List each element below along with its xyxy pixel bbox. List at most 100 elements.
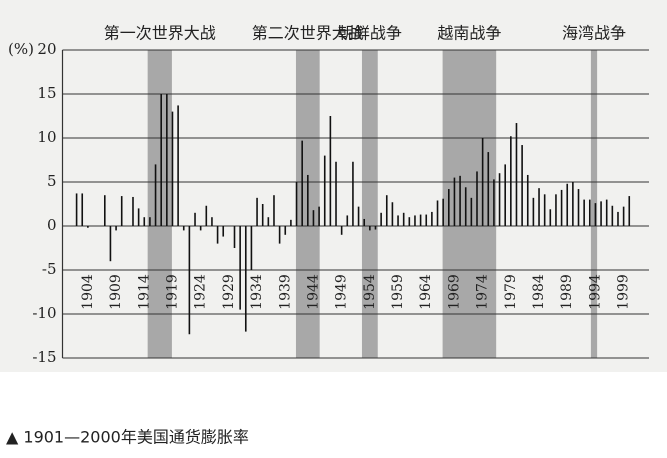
period-shade xyxy=(590,50,598,358)
bar xyxy=(600,201,602,226)
bar xyxy=(498,173,501,226)
bar xyxy=(261,204,264,226)
period-label: 第二次世界大战 xyxy=(252,24,364,43)
bar xyxy=(526,174,529,226)
x-tick-label: 1949 xyxy=(334,274,350,310)
x-tick-label: 1964 xyxy=(418,274,434,310)
bar xyxy=(628,196,631,226)
bar xyxy=(391,202,394,226)
bar xyxy=(402,212,405,226)
bar xyxy=(425,214,428,226)
bar xyxy=(75,193,78,226)
bar xyxy=(222,226,225,237)
x-tick-label: 1944 xyxy=(305,274,321,310)
y-tick-label: 20 xyxy=(37,40,56,58)
bar xyxy=(267,217,270,226)
bar xyxy=(408,217,411,226)
x-tick-label: 1989 xyxy=(559,274,575,310)
y-tick-label: 15 xyxy=(37,84,56,102)
bar xyxy=(622,206,625,226)
caption: ▲ 1901—2000年美国通货膨胀率 xyxy=(6,428,249,447)
bar xyxy=(284,226,287,235)
bar xyxy=(617,211,619,226)
bar xyxy=(295,182,298,226)
bar xyxy=(414,215,416,226)
bar xyxy=(487,152,490,226)
bar xyxy=(307,174,309,226)
bar xyxy=(256,197,258,226)
period-shade xyxy=(361,50,378,358)
x-tick-label: 1924 xyxy=(193,274,209,310)
bar xyxy=(521,145,523,226)
bar xyxy=(363,218,366,226)
x-tick-label: 1914 xyxy=(136,274,152,310)
bar xyxy=(211,217,213,226)
bar xyxy=(385,195,388,226)
bar xyxy=(532,197,535,226)
bar xyxy=(318,206,320,226)
bar xyxy=(357,206,360,226)
bar xyxy=(250,226,253,270)
period-label: 越南战争 xyxy=(437,24,501,43)
bar xyxy=(81,193,84,226)
y-tick-label: 0 xyxy=(47,216,57,234)
bar xyxy=(448,189,450,226)
bar xyxy=(166,94,168,226)
bar xyxy=(481,138,484,226)
bar xyxy=(177,105,179,226)
period-label: 第一次世界大战 xyxy=(104,24,216,43)
bar xyxy=(476,171,478,226)
bar xyxy=(239,226,241,310)
bar xyxy=(120,196,123,226)
bar xyxy=(453,177,456,226)
x-tick-label: 1974 xyxy=(475,274,491,310)
bar xyxy=(194,212,196,226)
bar xyxy=(538,188,540,226)
bar xyxy=(109,226,112,262)
x-tick-label: 1994 xyxy=(587,274,603,310)
x-tick-label: 1954 xyxy=(362,274,378,310)
bar xyxy=(510,136,512,226)
x-tick-label: 1934 xyxy=(249,274,265,310)
bar xyxy=(160,94,162,226)
unit-label: (%) xyxy=(8,40,34,58)
x-tick-label: 1959 xyxy=(390,274,406,310)
x-tick-label: 1939 xyxy=(277,274,293,310)
bar xyxy=(543,194,546,226)
bar xyxy=(273,195,275,226)
bar xyxy=(594,203,597,226)
bar xyxy=(137,208,140,226)
bar xyxy=(436,200,439,226)
bar xyxy=(329,116,332,226)
bar xyxy=(346,215,349,226)
bar xyxy=(431,211,433,226)
bar xyxy=(374,226,377,230)
bar xyxy=(504,164,506,226)
bar xyxy=(459,175,461,226)
bar xyxy=(149,217,151,226)
y-tick-label: -15 xyxy=(32,348,56,366)
period-shade xyxy=(442,50,497,358)
bar xyxy=(278,226,281,244)
x-tick-label: 1979 xyxy=(503,274,519,310)
y-tick-label: -10 xyxy=(32,304,56,322)
page-background xyxy=(0,0,667,372)
bar xyxy=(605,199,608,226)
bar xyxy=(205,205,208,226)
period-shade xyxy=(147,50,172,358)
bar xyxy=(188,226,191,335)
x-tick-label: 1904 xyxy=(80,274,96,310)
bar xyxy=(143,217,146,226)
bar xyxy=(369,226,371,231)
bar xyxy=(340,226,343,235)
period-label: 朝鲜战争 xyxy=(338,24,402,43)
x-tick-label: 1909 xyxy=(108,274,124,310)
bar xyxy=(470,197,473,226)
bar xyxy=(572,182,574,226)
x-tick-label: 1969 xyxy=(446,274,462,310)
bar xyxy=(323,155,326,226)
bar xyxy=(335,161,337,226)
x-tick-label: 1999 xyxy=(616,274,632,310)
y-tick-label: -5 xyxy=(42,260,57,278)
bar xyxy=(103,195,106,226)
